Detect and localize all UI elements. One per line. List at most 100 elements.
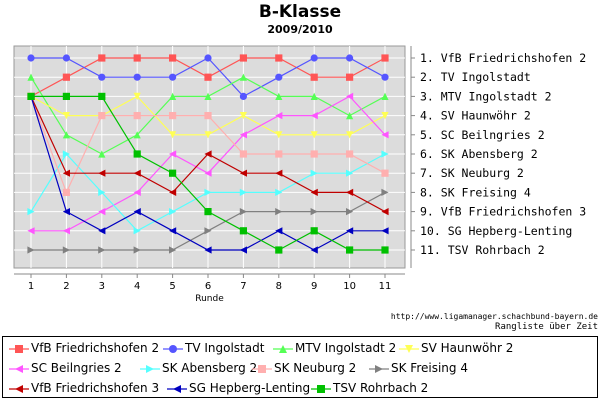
data-point-tsv-rohrbach-2 [133, 150, 141, 158]
data-point-sg-hepberg-lenting [381, 227, 389, 235]
data-point-tsv-rohrbach-2 [98, 92, 106, 100]
data-point-mtv-ingolstadt-2 [98, 150, 106, 158]
x-tick-label: 9 [311, 281, 317, 292]
data-point-sc-beilngries-2 [204, 169, 212, 177]
y-tick-label: 7. SK Neuburg 2 [420, 166, 524, 180]
data-point-vfb-friedrichshofen-2 [381, 54, 389, 62]
data-point-sk-abensberg-2 [275, 188, 283, 196]
data-point-sk-freising-4 [62, 246, 70, 254]
data-point-tsv-rohrbach-2 [204, 208, 212, 216]
data-point-vfb-friedrichshofen-3 [275, 169, 283, 177]
source-url[interactable]: http://www.ligamanager.schachbund-bayern… [390, 312, 598, 321]
data-point-mtv-ingolstadt-2 [239, 73, 247, 81]
data-point-sk-abensberg-2 [381, 150, 389, 158]
data-point-tv-ingolstadt [98, 73, 106, 81]
legend-swatch [311, 385, 331, 393]
legend-swatch [140, 365, 160, 373]
y-tick-label: 1. VfB Friedrichshofen 2 [420, 51, 586, 65]
legend-swatch [399, 345, 419, 353]
data-point-sv-haunw-hr-2 [133, 92, 141, 100]
data-point-sk-neuburg-2 [133, 112, 141, 120]
data-point-mtv-ingolstadt-2 [346, 112, 354, 120]
legend-swatch [163, 345, 183, 353]
data-point-tv-ingolstadt [204, 54, 212, 62]
legend-label: SV Haunwöhr 2 [421, 341, 514, 355]
y-tick-label: 5. SC Beilngries 2 [420, 128, 545, 142]
legend-swatch [273, 345, 293, 353]
data-point-sk-neuburg-2 [98, 112, 106, 120]
data-point-sk-abensberg-2 [27, 208, 35, 216]
data-point-sg-hepberg-lenting [239, 246, 247, 254]
data-point-tv-ingolstadt [133, 73, 141, 81]
rank-chart: 1 2 3 4 5 6 7 8 9 10 11 Runde 1. VfB Friedrichshofen… [13, 45, 586, 304]
data-point-sg-hepberg-lenting [62, 208, 70, 216]
data-point-mtv-ingolstadt-2 [169, 92, 177, 100]
data-point-tsv-rohrbach-2 [346, 246, 354, 254]
data-point-sc-beilngries-2 [133, 188, 141, 196]
data-point-sg-hepberg-lenting [310, 246, 318, 254]
data-point-vfb-friedrichshofen-2 [133, 54, 141, 62]
data-point-sk-freising-4 [204, 227, 212, 235]
data-point-sc-beilngries-2 [346, 92, 354, 100]
data-point-sg-hepberg-lenting [98, 227, 106, 235]
data-point-mtv-ingolstadt-2 [310, 92, 318, 100]
x-axis-label: Runde [195, 294, 224, 304]
x-tick-label: 10 [343, 281, 356, 292]
legend: VfB Friedrichshofen 2 TV Ingolstadt MTV In… [2, 336, 598, 398]
data-point-tsv-rohrbach-2 [310, 227, 318, 235]
legend-label: SC Beilngries 2 [31, 361, 122, 375]
data-point-vfb-friedrichshofen-3 [62, 169, 70, 177]
data-point-tsv-rohrbach-2 [169, 169, 177, 177]
legend-swatch [9, 345, 29, 353]
data-point-sg-hepberg-lenting [346, 227, 354, 235]
data-point-vfb-friedrichshofen-2 [62, 73, 70, 81]
x-tick-label: 5 [169, 281, 175, 292]
data-point-sk-abensberg-2 [346, 169, 354, 177]
data-point-mtv-ingolstadt-2 [133, 131, 141, 139]
data-point-vfb-friedrichshofen-2 [275, 54, 283, 62]
legend-swatch [167, 385, 187, 393]
data-point-sk-neuburg-2 [204, 112, 212, 120]
data-point-vfb-friedrichshofen-3 [239, 169, 247, 177]
data-point-sk-neuburg-2 [169, 112, 177, 120]
data-point-vfb-friedrichshofen-3 [133, 169, 141, 177]
data-point-vfb-friedrichshofen-3 [169, 188, 177, 196]
data-point-vfb-friedrichshofen-3 [346, 188, 354, 196]
data-point-sk-freising-4 [381, 188, 389, 196]
data-point-vfb-friedrichshofen-2 [239, 54, 247, 62]
data-point-sk-abensberg-2 [62, 150, 70, 158]
data-point-mtv-ingolstadt-2 [62, 131, 70, 139]
data-point-tsv-rohrbach-2 [275, 246, 283, 254]
y-tick-label: 11. TSV Rohrbach 2 [420, 243, 545, 257]
data-point-sv-haunw-hr-2 [381, 112, 389, 120]
data-point-sc-beilngries-2 [381, 131, 389, 139]
y-tick-label: 4. SV Haunwöhr 2 [420, 109, 531, 123]
data-point-sk-freising-4 [169, 246, 177, 254]
legend-label: VfB Friedrichshofen 2 [31, 341, 160, 355]
y-tick-label: 2. TV Ingolstadt [420, 70, 531, 84]
data-point-sv-haunw-hr-2 [169, 131, 177, 139]
legend-label: TSV Rohrbach 2 [333, 381, 429, 395]
data-point-sk-neuburg-2 [62, 188, 70, 196]
legend-label: MTV Ingolstadt 2 [295, 341, 397, 355]
legend-label: SK Freising 4 [391, 361, 468, 375]
data-point-sk-abensberg-2 [310, 169, 318, 177]
data-point-tv-ingolstadt [275, 73, 283, 81]
data-point-vfb-friedrichshofen-2 [346, 73, 354, 81]
data-point-sk-neuburg-2 [346, 150, 354, 158]
y-tick-label: 6. SK Abensberg 2 [420, 147, 538, 161]
data-point-sk-freising-4 [239, 208, 247, 216]
legend-label: SK Neuburg 2 [274, 361, 357, 375]
data-point-mtv-ingolstadt-2 [275, 92, 283, 100]
legend-label: VfB Friedrichshofen 3 [31, 381, 160, 395]
data-point-sk-freising-4 [346, 208, 354, 216]
data-point-tv-ingolstadt [62, 54, 70, 62]
data-point-sk-abensberg-2 [133, 227, 141, 235]
data-point-sc-beilngries-2 [310, 112, 318, 120]
data-point-sv-haunw-hr-2 [204, 131, 212, 139]
data-point-sv-haunw-hr-2 [62, 112, 70, 120]
data-point-sg-hepberg-lenting [204, 246, 212, 254]
data-point-sv-haunw-hr-2 [310, 131, 318, 139]
data-point-sc-beilngries-2 [275, 112, 283, 120]
data-point-vfb-friedrichshofen-2 [204, 73, 212, 81]
